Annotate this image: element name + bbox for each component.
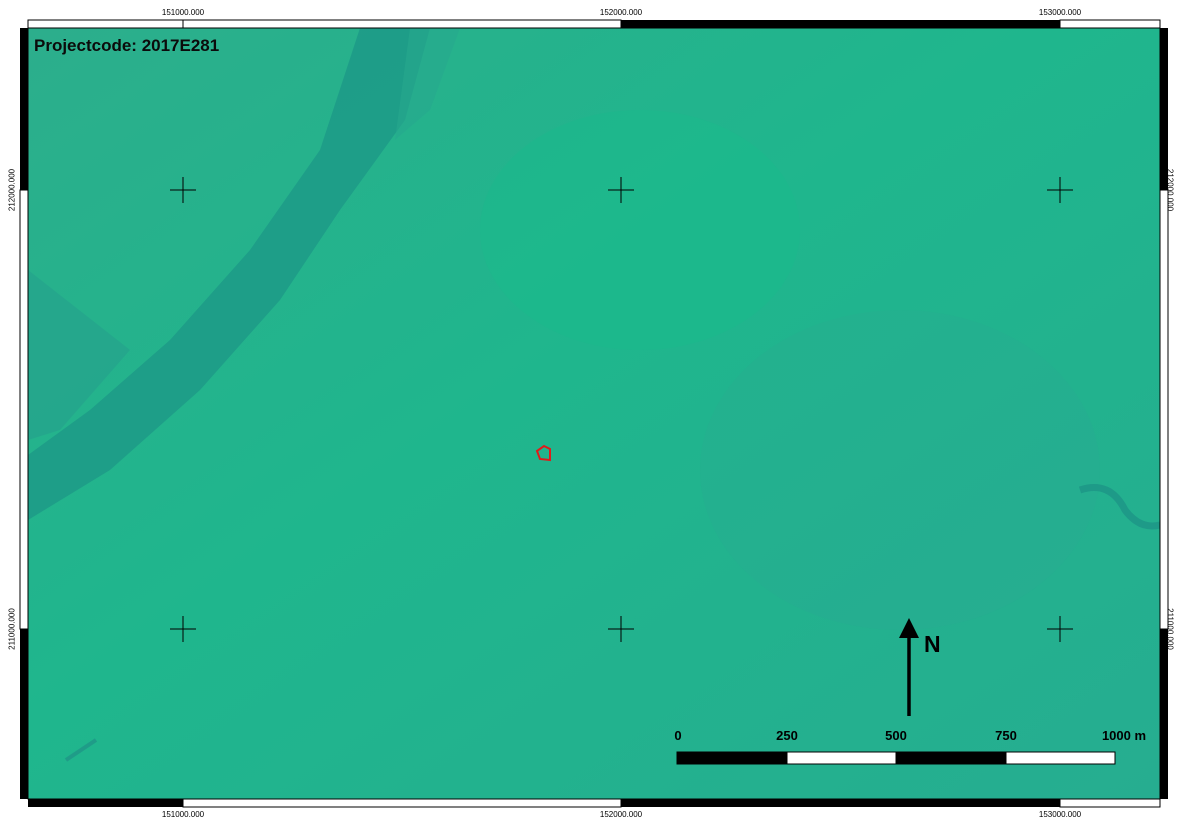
grid-cross xyxy=(170,177,196,203)
scale-segment xyxy=(895,751,1007,765)
raster-highlight xyxy=(480,110,800,350)
river-channel xyxy=(28,28,430,520)
right-edge-white xyxy=(1159,189,1169,630)
project-code-label: Projectcode: 2017E281 xyxy=(34,36,220,55)
bottom-edge-white-2 xyxy=(1059,798,1161,808)
north-arrow xyxy=(899,618,919,716)
north-arrow-head xyxy=(899,618,919,638)
y-coord-label-right: 212000.000 xyxy=(1165,168,1175,212)
x-coord-label-top: 151000.000 xyxy=(161,8,205,17)
grid-cross xyxy=(170,616,196,642)
grid-cross xyxy=(608,616,634,642)
bottom-edge-black-2 xyxy=(621,799,1060,807)
ditch xyxy=(64,738,98,762)
top-edge-white-1 xyxy=(27,19,184,29)
north-label: N xyxy=(924,631,941,657)
scale-bar xyxy=(676,751,1116,765)
top-edge-black xyxy=(621,20,1060,28)
bottom-edge-white xyxy=(182,798,622,808)
scale-segment xyxy=(676,751,788,765)
scale-label: 1000 m xyxy=(1101,728,1147,743)
left-edge-white xyxy=(19,189,29,630)
grid-cross xyxy=(1047,616,1073,642)
scale-label: 750 xyxy=(995,728,1017,743)
scale-label: 500 xyxy=(885,728,907,743)
left-edge-black-2 xyxy=(20,629,28,799)
elevation-raster xyxy=(28,28,1160,799)
scale-segment xyxy=(1005,751,1116,765)
right-edge-black-2 xyxy=(1160,629,1168,799)
scale-label: 0 xyxy=(674,728,682,743)
stream xyxy=(1078,484,1161,530)
left-edge-black-1 xyxy=(20,28,28,190)
scale-label: 250 xyxy=(776,728,798,743)
x-coord-label-top: 152000.000 xyxy=(599,8,643,17)
y-coord-label-left: 211000.000 xyxy=(7,608,17,650)
y-coord-label-left: 212000.000 xyxy=(7,168,17,212)
floodplain-patch xyxy=(28,270,130,440)
right-edge-black-1 xyxy=(1160,28,1168,190)
top-edge-white-3 xyxy=(1059,19,1161,29)
bottom-edge-black-1 xyxy=(28,799,183,807)
site-outline[interactable] xyxy=(535,444,551,462)
raster-shade xyxy=(700,310,1100,630)
grid-crosses xyxy=(170,177,1073,642)
scale-segment xyxy=(786,751,897,765)
y-coord-label-right: 211000.000 xyxy=(1165,608,1175,650)
x-coord-label-bottom: 153000.000 xyxy=(1038,810,1082,819)
riverbank-patch xyxy=(395,28,460,140)
x-coord-label-bottom: 151000.000 xyxy=(161,810,205,819)
grid-cross xyxy=(1047,177,1073,203)
x-coord-label-top: 153000.000 xyxy=(1038,8,1082,17)
x-coord-label-bottom: 152000.000 xyxy=(599,810,643,819)
grid-cross xyxy=(608,177,634,203)
top-edge-white-2 xyxy=(182,19,622,29)
